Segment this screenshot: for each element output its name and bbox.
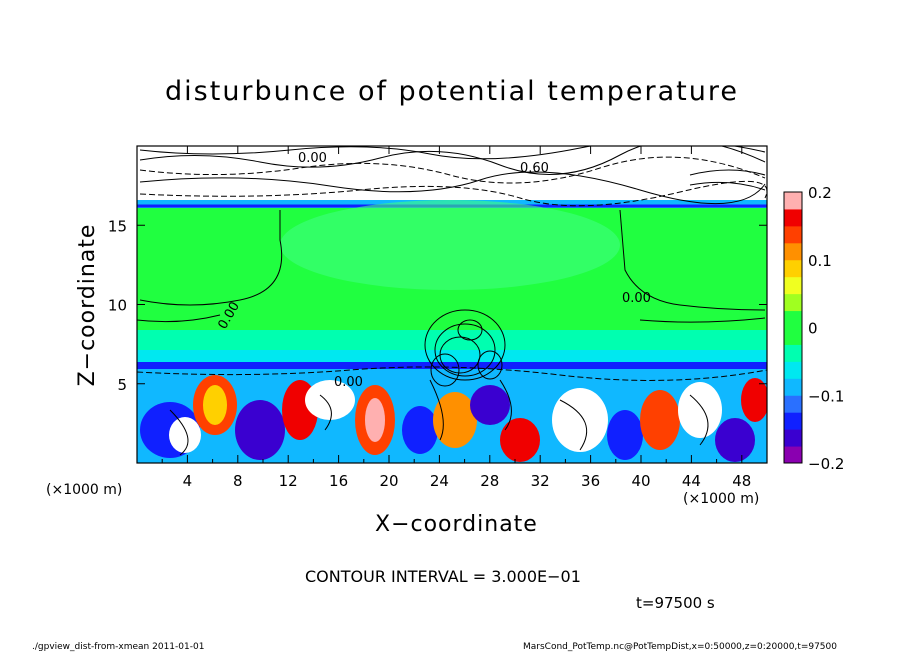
y-tick-label: 15 [108, 217, 127, 235]
colorbar-swatch [784, 276, 802, 295]
colorbar-tick-label: 0.2 [808, 184, 832, 202]
time-text: t=97500 s [636, 594, 715, 612]
x-tick-label: 24 [430, 472, 449, 490]
colorbar-swatch [784, 293, 802, 312]
x-tick-label: 20 [379, 472, 398, 490]
colorbar-swatch [784, 429, 802, 447]
colorbar-swatch [784, 344, 802, 362]
colorbar-swatch [784, 446, 802, 464]
footer-left: ./gpview_dist-from-xmean 2011-01-01 [32, 642, 205, 652]
y-tick-label: 10 [108, 297, 127, 315]
colorbar-swatch [784, 192, 802, 210]
colorbar-swatch [784, 259, 802, 278]
x-tick-label: 40 [631, 472, 650, 490]
colorbar-tick-label: −0.1 [808, 387, 844, 405]
colorbar-swatch [784, 395, 802, 413]
x-tick-label: 32 [531, 472, 550, 490]
x-unit-right: (×1000 m) [683, 491, 760, 507]
colorbar-frame [783, 191, 803, 464]
contour-label: 0.00 [334, 375, 363, 390]
colorbar-tick-label: −0.2 [808, 455, 844, 473]
x-tick-label: 36 [581, 472, 600, 490]
x-axis-label: X−coordinate [375, 512, 538, 537]
colorbar-swatch [784, 361, 802, 379]
colorbar-swatch [784, 225, 802, 244]
x-tick-label: 12 [279, 472, 298, 490]
footer-right: MarsCond_PotTemp.nc@PotTempDist,x=0:5000… [523, 642, 837, 652]
colorbar: 0.2 0.1 0 −0.1 −0.2 [783, 184, 844, 473]
x-tick-label: 48 [732, 472, 751, 490]
y-tick-label: 5 [117, 376, 127, 394]
colorbar-swatch [784, 310, 802, 328]
contour-label: 0.00 [298, 151, 327, 166]
x-tick-label: 44 [682, 472, 701, 490]
contour-labels: 0.000.600.000.000.00 [215, 151, 650, 390]
contour-interval-text: CONTOUR INTERVAL = 3.000E−01 [305, 567, 581, 586]
colorbar-swatch [784, 412, 802, 430]
y-axis-label: Z−coordinate [75, 224, 100, 387]
colorbar-tick-label: 0.1 [808, 252, 832, 270]
colorbar-tick-label: 0 [808, 320, 818, 338]
colorbar-swatch [784, 242, 802, 261]
x-tick-label: 16 [329, 472, 348, 490]
colorbar-swatch [784, 378, 802, 396]
x-tick-label: 8 [233, 472, 243, 490]
colorbar-swatch [784, 327, 802, 345]
contour-label: 0.00 [622, 291, 651, 306]
x-tick-label: 4 [183, 472, 193, 490]
colorbar-swatch [784, 208, 802, 227]
x-tick-label: 28 [480, 472, 499, 490]
x-unit-left: (×1000 m) [46, 482, 123, 498]
plot-area [137, 146, 767, 463]
chart-title: disturbunce of potential temperature [165, 76, 739, 107]
contour-label: 0.60 [520, 161, 549, 176]
